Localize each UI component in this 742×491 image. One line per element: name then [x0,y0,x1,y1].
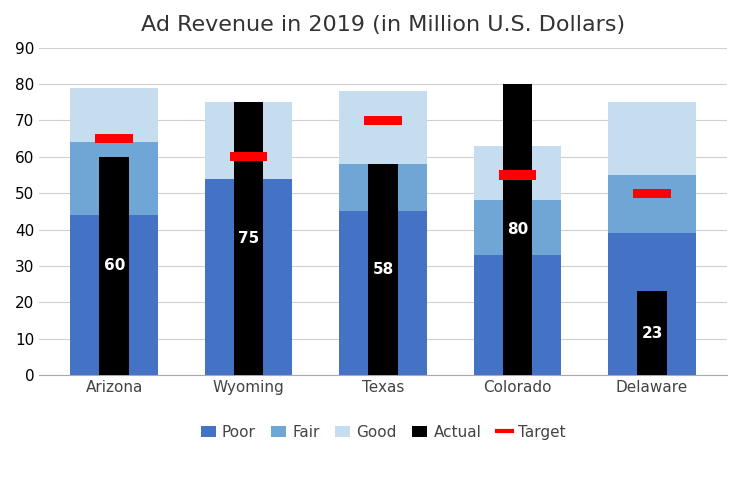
Bar [70,88,158,142]
Bar [339,211,427,375]
Bar [608,175,696,233]
Text: 75: 75 [238,231,259,246]
Bar [205,179,292,375]
Bar [339,91,427,164]
Bar [503,84,532,375]
Text: 58: 58 [372,262,394,277]
Bar [99,157,129,375]
Bar [70,142,158,215]
Text: 60: 60 [104,258,125,273]
Text: 23: 23 [641,326,663,341]
Bar [364,116,402,125]
Bar [474,146,561,200]
Title: Ad Revenue in 2019 (in Million U.S. Dollars): Ad Revenue in 2019 (in Million U.S. Doll… [141,15,626,35]
Text: 80: 80 [507,222,528,237]
Bar [499,170,536,180]
Bar [474,255,561,375]
Bar [368,164,398,375]
Bar [205,102,292,179]
Bar [96,134,133,143]
Bar [234,102,263,375]
Bar [633,189,671,198]
Bar [608,233,696,375]
Bar [474,200,561,255]
Bar [70,215,158,375]
Legend: Poor, Fair, Good, Actual, Target: Poor, Fair, Good, Actual, Target [194,419,572,446]
Bar [608,102,696,175]
Bar [230,152,267,162]
Bar [339,164,427,211]
Bar [637,291,667,375]
